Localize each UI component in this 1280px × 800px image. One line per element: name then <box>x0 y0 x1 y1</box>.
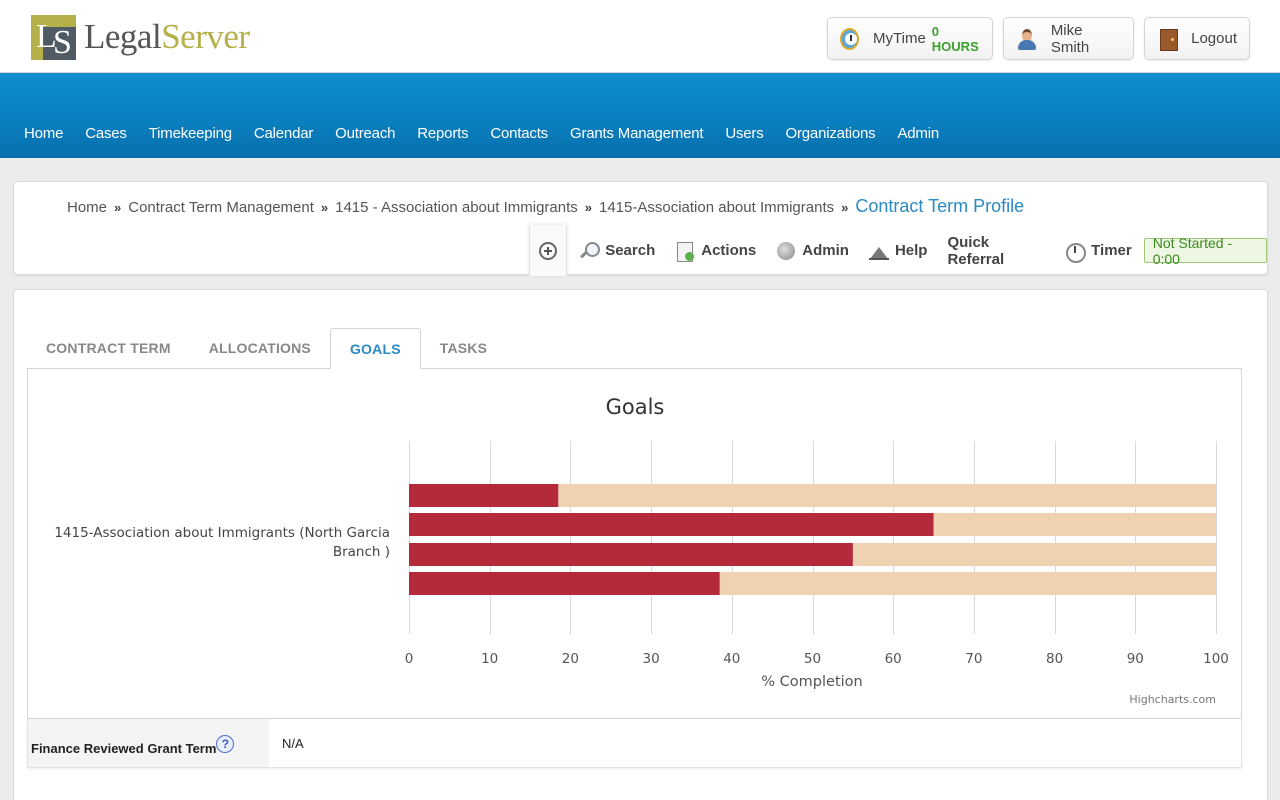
bar-remaining[interactable] <box>852 543 1216 566</box>
user-icon <box>1016 28 1037 50</box>
x-tick-label: 20 <box>562 651 579 667</box>
quick-referral-label: Quick Referral <box>947 233 1005 268</box>
x-tick-label: 90 <box>1127 651 1144 667</box>
plus-icon <box>539 241 558 260</box>
help-question-icon[interactable]: ? <box>216 735 235 753</box>
contract-term-panel: CONTRACT TERM ALLOCATIONS GOALS TASKS Go… <box>13 289 1268 800</box>
mytime-hours: 0 HOURS <box>931 23 979 54</box>
bar-remaining[interactable] <box>719 572 1216 595</box>
nav-item-admin[interactable]: Admin <box>897 125 939 142</box>
quick-referral-button[interactable]: Quick Referral <box>947 234 1045 268</box>
tab-bar: CONTRACT TERM ALLOCATIONS GOALS TASKS <box>27 328 506 369</box>
nav-item-grants-management[interactable]: Grants Management <box>570 125 704 142</box>
highcharts-credits[interactable]: Highcharts.com <box>1129 693 1216 706</box>
finance-reviewed-label: Finance Reviewed Grant Term? <box>28 719 269 767</box>
x-tick-label: 70 <box>965 651 982 667</box>
breadcrumb-grant[interactable]: 1415 - Association about Immigrants <box>335 199 578 216</box>
clipboard-icon <box>675 241 695 262</box>
logout-button[interactable]: Logout <box>1144 17 1250 60</box>
breadcrumb-panel: Home » Contract Term Management » 1415 -… <box>13 181 1268 276</box>
nav-item-outreach[interactable]: Outreach <box>335 125 396 142</box>
bar-completed[interactable] <box>409 572 720 595</box>
x-axis-label: % Completion <box>761 674 862 690</box>
bar-completed[interactable] <box>409 543 853 566</box>
nav-item-cases[interactable]: Cases <box>85 125 127 142</box>
search-icon <box>579 241 601 261</box>
breadcrumb-separator: » <box>841 200 849 215</box>
breadcrumb-contract[interactable]: 1415-Association about Immigrants <box>599 199 835 216</box>
actions-button[interactable]: Actions <box>675 241 757 262</box>
logout-label: Logout <box>1191 30 1237 47</box>
tab-goals[interactable]: GOALS <box>329 328 421 369</box>
search-button[interactable]: Search <box>579 241 655 261</box>
x-tick-label: 30 <box>643 651 660 667</box>
actions-label: Actions <box>701 242 757 259</box>
x-tick-label: 60 <box>885 651 902 667</box>
category-label: 1415-Association about Immigrants (North… <box>54 525 390 541</box>
x-tick-label: 100 <box>1203 651 1229 667</box>
nav-item-calendar[interactable]: Calendar <box>253 125 314 142</box>
page-title: Contract Term Profile <box>855 196 1025 216</box>
bar-completed[interactable] <box>409 484 559 507</box>
help-label: Help <box>894 242 928 259</box>
finance-reviewed-row: Finance Reviewed Grant Term? N/A <box>27 719 1242 768</box>
nav-item-contacts[interactable]: Contacts <box>490 125 548 142</box>
logo-text: LegalServer <box>84 17 250 56</box>
timer-button[interactable]: Timer <box>1065 241 1132 263</box>
logo-mark-icon: L S <box>31 14 76 61</box>
goals-chart: Goals 0 10 20 30 40 50 60 70 80 90 100 1415-Associ… <box>54 395 1229 706</box>
user-profile-button[interactable]: Mike Smith <box>1003 17 1134 60</box>
nav-item-reports[interactable]: Reports <box>417 125 469 142</box>
nav-item-home[interactable]: Home <box>24 125 64 142</box>
add-tab-button[interactable] <box>529 225 568 276</box>
x-tick-label: 40 <box>723 651 740 667</box>
timer-label: Timer <box>1091 242 1132 259</box>
mytime-label: MyTime <box>873 30 926 47</box>
bar-remaining[interactable] <box>933 513 1216 536</box>
door-icon <box>1157 28 1179 51</box>
x-tick-label: 0 <box>405 651 414 667</box>
breadcrumb-separator: » <box>114 200 122 215</box>
gear-icon <box>776 241 796 261</box>
admin-button[interactable]: Admin <box>776 241 849 261</box>
help-button[interactable]: Help <box>868 241 928 261</box>
x-tick-label: 80 <box>1046 651 1063 667</box>
chart-title: Goals <box>606 395 665 419</box>
user-name: Mike Smith <box>1050 21 1090 56</box>
nav-item-users[interactable]: Users <box>725 125 764 142</box>
tab-tasks[interactable]: TASKS <box>439 340 488 356</box>
legalserver-logo[interactable]: L S LegalServer <box>31 14 250 61</box>
bell-icon <box>868 241 889 261</box>
breadcrumb-home[interactable]: Home <box>67 199 108 216</box>
timer-status-badge[interactable]: Not Started - 0:00 <box>1143 235 1267 267</box>
breadcrumb-separator: » <box>584 200 592 215</box>
finance-reviewed-value: N/A <box>282 736 304 751</box>
top-header: L S LegalServer MyTime 0 HOURS Mike Smit… <box>0 0 1280 73</box>
search-label: Search <box>605 242 656 259</box>
tab-contract-term[interactable]: CONTRACT TERM <box>46 340 171 356</box>
admin-label: Admin <box>802 242 849 259</box>
goals-chart-panel: Goals 0 10 20 30 40 50 60 70 80 90 100 1415-Associ… <box>27 368 1242 719</box>
toolbar: Search Actions Admin Help Quick Referral… <box>529 225 1267 276</box>
nav-item-organizations[interactable]: Organizations <box>785 125 876 142</box>
bar-completed[interactable] <box>409 513 934 536</box>
tab-allocations[interactable]: ALLOCATIONS <box>208 340 311 356</box>
breadcrumb-separator: » <box>320 200 329 215</box>
mytime-button[interactable]: MyTime 0 HOURS <box>827 17 993 60</box>
breadcrumb-contract-term-management[interactable]: Contract Term Management <box>128 199 314 216</box>
nav-item-timekeeping[interactable]: Timekeeping <box>148 125 232 142</box>
main-nav: Home Cases Timekeeping Calendar Outreach Repo… <box>0 73 1280 158</box>
category-label-continued: Branch ) <box>333 544 390 560</box>
clock-icon <box>840 27 860 50</box>
x-tick-label: 50 <box>804 651 821 667</box>
x-tick-label: 10 <box>481 651 498 667</box>
breadcrumb: Home » Contract Term Management » 1415 -… <box>67 196 1024 217</box>
bar-remaining[interactable] <box>558 484 1216 507</box>
timer-icon <box>1065 241 1087 263</box>
finance-label-text: Finance Reviewed Grant Term <box>31 741 217 756</box>
